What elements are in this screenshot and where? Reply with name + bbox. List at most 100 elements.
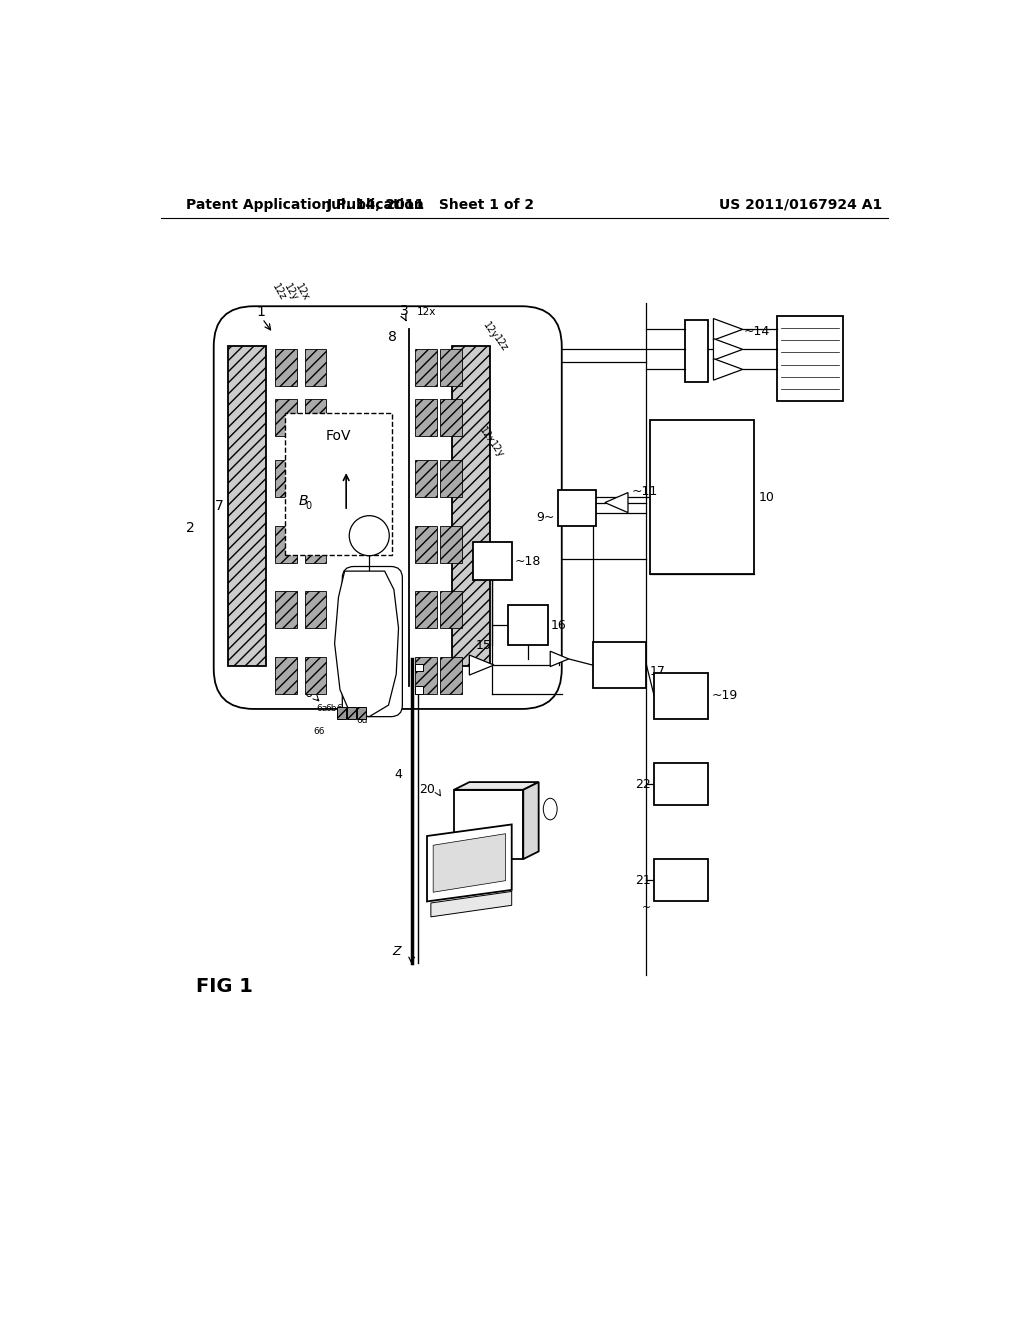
Text: 20: 20 [419,783,435,796]
Polygon shape [454,789,523,859]
Bar [416,686,423,693]
Text: 10: 10 [759,491,775,504]
Bar [593,642,646,688]
Text: 12y: 12y [481,319,500,341]
Bar [416,399,437,436]
Bar [685,321,708,381]
Text: 22: 22 [635,777,651,791]
Text: 6c: 6c [336,704,347,713]
Text: 2: 2 [185,520,195,535]
Bar [654,763,708,805]
Text: 8: 8 [388,330,397,345]
Polygon shape [605,492,628,512]
Bar [440,525,462,562]
Bar [508,605,548,645]
Bar [304,461,326,498]
Text: 9~: 9~ [537,511,555,524]
Bar [440,399,462,436]
Text: 12z: 12z [269,282,287,302]
Bar [440,461,462,498]
Bar [452,346,490,665]
Polygon shape [523,781,539,859]
Text: Patent Application Publication: Patent Application Publication [186,198,424,211]
Text: 6d: 6d [356,715,368,725]
Bar [304,591,326,628]
Text: 66: 66 [313,727,326,735]
Text: 7: 7 [215,499,223,513]
Text: ~11: ~11 [632,484,658,498]
Text: 68: 68 [423,681,435,692]
Bar [285,412,392,554]
Text: US 2011/0167924 A1: US 2011/0167924 A1 [719,198,882,211]
Bar [777,317,843,401]
FancyBboxPatch shape [342,566,402,717]
Bar [416,664,423,671]
Text: FIG 1: FIG 1 [196,977,253,995]
Text: 5: 5 [394,657,402,671]
Text: 6: 6 [304,686,311,700]
Text: ~: ~ [642,903,651,912]
Polygon shape [433,834,506,892]
Bar [654,859,708,902]
Text: 1: 1 [256,305,265,319]
Bar [357,706,367,719]
Bar [304,399,326,436]
Bar [416,591,437,628]
Text: Z: Z [392,945,401,958]
Text: 12y: 12y [282,282,300,302]
Text: 12x: 12x [417,308,436,317]
Bar [304,656,326,693]
Polygon shape [714,359,742,380]
Bar [275,348,297,385]
Bar [473,543,512,581]
Bar [275,656,297,693]
Bar [275,591,297,628]
Bar [440,591,462,628]
Text: 67: 67 [419,660,432,671]
Bar [416,348,437,385]
Text: 6a: 6a [315,704,327,713]
Text: 17: 17 [649,665,666,677]
Polygon shape [714,339,742,360]
Text: 21: 21 [635,874,651,887]
Polygon shape [550,651,568,667]
Text: ~19: ~19 [711,689,737,702]
Polygon shape [431,891,512,917]
Bar [654,673,708,719]
Bar [304,525,326,562]
Polygon shape [454,781,539,789]
Bar [347,706,356,719]
Text: ~18: ~18 [515,554,541,568]
Bar [227,346,266,665]
Text: Jul. 14, 2011   Sheet 1 of 2: Jul. 14, 2011 Sheet 1 of 2 [327,198,535,211]
Bar [275,525,297,562]
Text: 12z: 12z [490,333,509,354]
Polygon shape [714,318,742,341]
Text: 12x: 12x [294,282,311,302]
Bar [275,399,297,436]
Text: 16: 16 [551,619,566,631]
Text: 4: 4 [394,768,402,781]
Bar [650,420,755,574]
Bar [337,706,346,719]
Text: ~14: ~14 [743,325,770,338]
Polygon shape [335,572,398,717]
Polygon shape [469,655,494,675]
Text: 3: 3 [400,304,409,318]
Polygon shape [427,825,512,902]
Text: B: B [298,494,308,508]
Ellipse shape [544,799,557,820]
Bar [440,348,462,385]
Text: 6b: 6b [326,704,337,713]
Circle shape [349,516,389,556]
Bar [416,525,437,562]
Bar [416,461,437,498]
Text: 0: 0 [305,500,311,511]
FancyBboxPatch shape [214,306,562,709]
Bar [440,656,462,693]
Text: FoV: FoV [326,429,351,442]
Text: 12y: 12y [487,440,506,459]
Bar [416,656,437,693]
Bar [558,490,596,527]
Text: 15: 15 [475,639,492,652]
